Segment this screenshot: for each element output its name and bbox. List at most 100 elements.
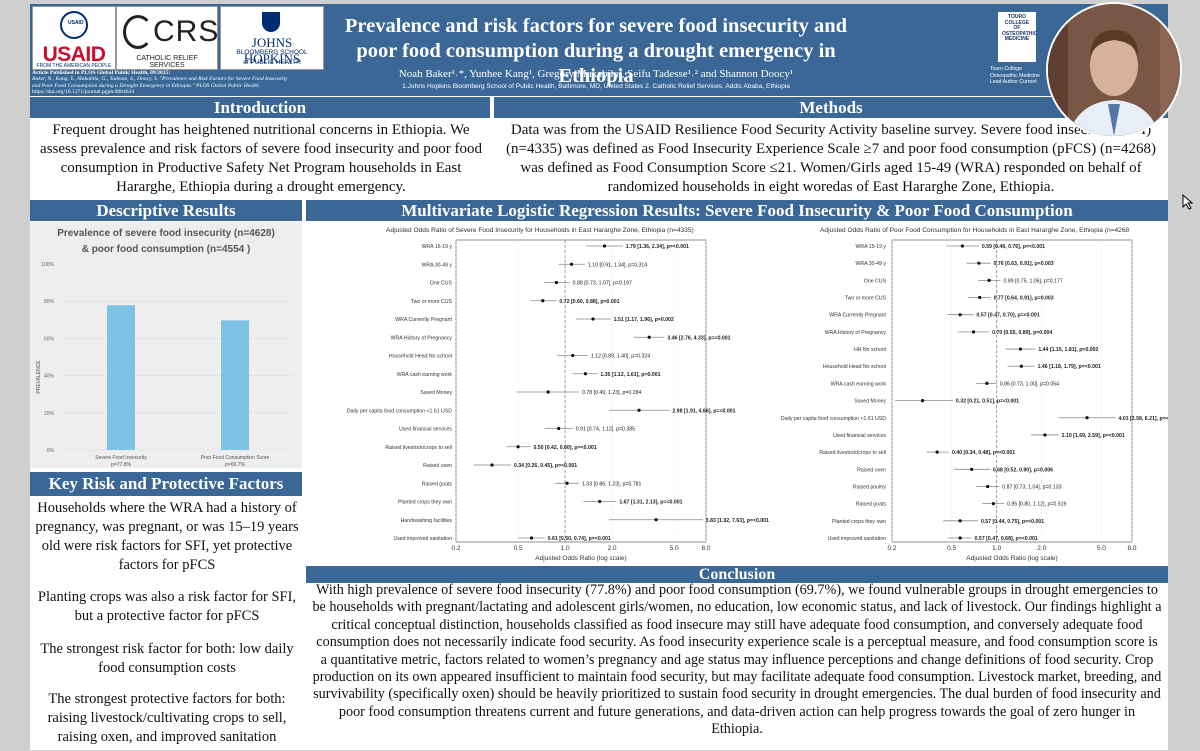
forest-point (529, 536, 534, 540)
forest-point (565, 481, 569, 485)
forest-point (546, 390, 550, 394)
forest-value-label: 1.46 [1.18, 1.79], p=<0.001 (1038, 364, 1101, 370)
forest-row-label: One CUS (864, 278, 887, 284)
prevalence-y-tick-label: 80% (44, 299, 55, 305)
pfcs-forest-plot: Adjusted Odds Ratio of Poor Food Consump… (781, 227, 1168, 562)
citation-line-2: Baker, N., Kang, Y., Makabila, G., Tades… (32, 76, 288, 83)
affiliations: 1.Johns Hopkins Bloomberg School of Publ… (402, 83, 790, 90)
forest-row-label: Raised livestock/crops to sell (819, 450, 886, 456)
forest-value-label: 0.34 [0.26, 0.45], p=<0.001 (514, 463, 577, 469)
prevalence-bar (107, 305, 135, 450)
forest-row-label: Two or more CUS (845, 296, 887, 302)
forest-value-label: 3.46 [2.76, 4.33], p=<0.001 (667, 335, 730, 341)
forest-x-tick-label: 5.0 (670, 545, 679, 552)
forest-row-label: One CUS (430, 281, 453, 287)
forest-value-label: 0.76 [0.63, 0.91], p=0.003 (994, 261, 1054, 267)
crs-logo: CRS CATHOLIC RELIEF SERVICES (116, 6, 218, 70)
introduction-heading: Introduction (30, 97, 490, 118)
forest-point (958, 536, 962, 540)
forest-row-label: Household Head No school (389, 354, 452, 360)
forest-point (490, 463, 494, 467)
forest-value-label: 1.44 [1.15, 1.81], p=0.002 (1038, 347, 1098, 353)
forest-x-tick-label: 2.0 (608, 545, 617, 552)
forest-row-label: Household Head No school (823, 364, 886, 370)
forest-row-label: WRA History of Pregnancy (825, 330, 887, 336)
forest-row-label: WRA 15-19 y (855, 244, 886, 250)
prevalence-chart-subtitle: & poor food consumption (n=4554 ) (82, 244, 251, 255)
crs-arc-icon (123, 15, 153, 49)
citation-line-1: Article Published in PLOS Global Public … (32, 70, 171, 76)
forest-plots-area: Adjusted Odds Ratio of Severe Food Insec… (306, 222, 1168, 568)
forest-row-label: WRA cash earning work (831, 381, 887, 387)
methods-text: Data was from the USAID Resilience Food … (505, 122, 1157, 195)
presenter-webcam (1046, 2, 1182, 138)
forest-value-label: 1.51 [1.17, 1.96], p=0.002 (614, 317, 674, 323)
prevalence-chart: Prevalence of severe food insecurity (n=… (30, 222, 302, 468)
prevalence-y-tick-label: 100% (41, 262, 54, 268)
forest-point (971, 330, 976, 334)
conclusion-heading: Conclusion (306, 566, 1168, 583)
forest-value-label: 0.86 [0.73, 1.00], p=0.054 (1000, 381, 1059, 387)
prevalence-y-tick-label: 0% (47, 448, 55, 454)
forest-row-label: Saved Money (420, 390, 452, 396)
forest-point (554, 280, 559, 285)
prevalence-bars (107, 305, 249, 450)
forest-value-label: 0.87 [0.73, 1.04], p=0.133 (1002, 484, 1061, 490)
forest-value-label: 2.10 [1.69, 2.59], p=<0.001 (1062, 433, 1125, 439)
forest-row-label: Raised poultry (853, 484, 887, 490)
forest-x-tick-label: 2.0 (1037, 545, 1046, 552)
touro-caption: Touro College Osteopathic Medicine Lead … (990, 66, 1068, 86)
forest-row-label: Raised oxen (857, 467, 886, 473)
presenter-avatar-icon (1048, 4, 1180, 136)
forest-row-label: Planted crops they own (398, 500, 452, 506)
forest-value-label: 2.98 [1.91, 4.66], p=<0.001 (672, 408, 735, 414)
mouse-cursor-icon (1182, 193, 1194, 215)
forest-point (935, 450, 939, 454)
forest-x-tick-label: 0.2 (887, 545, 896, 552)
forest-x-tick-label: 1.0 (992, 545, 1001, 552)
forest-value-label: 0.50 [0.42, 0.60], p=<0.001 (533, 445, 596, 451)
prevalence-x-sublabel: p=77.8% (111, 462, 131, 468)
forest-value-label: 0.32 [0.21, 0.51], p=<0.001 (956, 399, 1019, 405)
prevalence-x-label: Poor Food Consumption Score (201, 455, 270, 461)
forest-x-tick-label: 5.0 (1097, 545, 1106, 552)
forest-value-label: 1.35 [1.12, 1.61], p=0.001 (600, 372, 660, 378)
forest-row-label: Daily per capita food consumption <1.61 … (347, 408, 452, 414)
forest-plots-svg: Adjusted Odds Ratio of Severe Food Insec… (347, 227, 1168, 562)
forest-row-label: WRA cash earning work (397, 372, 453, 378)
forest-x-tick-label: 8.0 (1127, 545, 1136, 552)
crs-wordmark: CRS (153, 15, 220, 48)
poster: USAID USAID FROM THE AMERICAN PEOPLE CRS… (30, 4, 1168, 750)
jhu-school: BLOOMBERG SCHOOL (236, 49, 308, 56)
key-factors-heading: Key Risk and Protective Factors (30, 472, 302, 496)
title-line-2: poor food consumption during a drought e… (356, 40, 836, 87)
forest-point (985, 381, 989, 386)
forest-point (557, 426, 561, 431)
forest-x-tick-label: 8.0 (701, 545, 710, 552)
forest-value-label: 0.57 [0.44, 0.75], p=<0.001 (981, 519, 1044, 525)
sfi-forest-plot: Adjusted Odds Ratio of Severe Food Insec… (347, 227, 769, 562)
forest-row-label: Raised goats (856, 502, 887, 508)
forest-point (569, 262, 574, 266)
prevalence-y-tick-label: 60% (44, 336, 55, 342)
forest-row-label: WRA 30-49 y (855, 261, 886, 267)
forest-row-label: Planted crops they own (832, 519, 886, 525)
forest-point (986, 484, 990, 489)
conclusion-text: With high prevalence of severe food inse… (312, 582, 1162, 738)
forest-point (1018, 347, 1023, 351)
forest-value-label: 3.83 [1.92, 7.63], p=<0.001 (706, 518, 769, 524)
usaid-logo: USAID USAID FROM THE AMERICAN PEOPLE (32, 6, 116, 70)
forest-value-label: 0.59 [0.46, 0.76], p=<0.001 (982, 244, 1045, 250)
forest-point (958, 313, 962, 317)
forest-point (970, 467, 974, 471)
forest-row-label: WRA Currently Pregnant (395, 317, 452, 323)
key-factor-1: Households where the WRA had a history o… (35, 500, 299, 573)
forest-point (1043, 433, 1047, 437)
touro-logo-text: TOURO COLLEGE OF OSTEOPATHIC MEDICINE (1002, 14, 1038, 43)
forest-x-label: Adjusted Odds Ratio (log scale) (535, 555, 626, 562)
citation-doi-link[interactable]: https://doi.org/10.1371/journal.pgph.000… (32, 89, 135, 96)
forest-point (598, 499, 602, 504)
jhu-school-sub: of PUBLIC HEALTH (243, 59, 301, 66)
usaid-seal-icon: USAID (60, 11, 88, 39)
